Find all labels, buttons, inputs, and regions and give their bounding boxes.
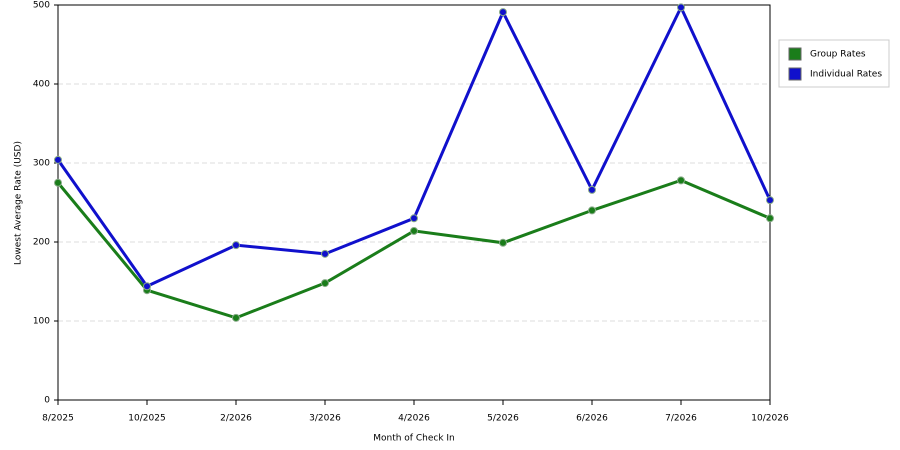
data-point [766, 196, 774, 205]
y-axis-label: Lowest Average Rate (USD) [14, 141, 24, 265]
legend-label: Individual Rates [810, 70, 882, 80]
x-tick-label: 10/2026 [751, 414, 789, 424]
y-tick-label: 100 [33, 317, 50, 327]
legend-label: Group Rates [810, 50, 866, 60]
series-line [56, 178, 771, 320]
data-point [410, 214, 418, 223]
x-tick-label: 4/2026 [398, 414, 430, 424]
data-point [54, 155, 62, 164]
legend-swatch [788, 67, 802, 81]
legend-swatch [788, 47, 802, 61]
data-point [588, 206, 596, 215]
data-point [143, 282, 151, 291]
x-tick-label: 2/2026 [220, 414, 252, 424]
data-point [499, 238, 507, 247]
data-point [321, 279, 329, 288]
data-point [54, 178, 62, 187]
data-point [766, 214, 774, 223]
y-tick-label: 500 [33, 1, 50, 11]
data-point [499, 8, 507, 17]
x-tick-label: 7/2026 [665, 414, 697, 424]
y-tick-label: 400 [33, 80, 50, 90]
x-tick-label: 8/2025 [42, 414, 74, 424]
x-tick-label: 6/2026 [576, 414, 608, 424]
data-point [410, 226, 418, 235]
data-point [677, 3, 685, 12]
data-point [321, 249, 329, 258]
x-axis-label: Month of Check In [373, 434, 455, 444]
data-point [677, 176, 685, 185]
x-tick-label: 5/2026 [487, 414, 519, 424]
plot-frame [57, 4, 771, 401]
series-line [56, 3, 772, 289]
data-point [232, 241, 240, 250]
y-tick-label: 0 [44, 396, 50, 406]
data-point [232, 313, 240, 322]
data-point [588, 185, 596, 194]
y-tick-label: 200 [33, 238, 50, 248]
x-tick-label: 3/2026 [309, 414, 341, 424]
y-tick-label: 300 [33, 159, 50, 169]
x-tick-label: 10/2025 [128, 414, 165, 424]
